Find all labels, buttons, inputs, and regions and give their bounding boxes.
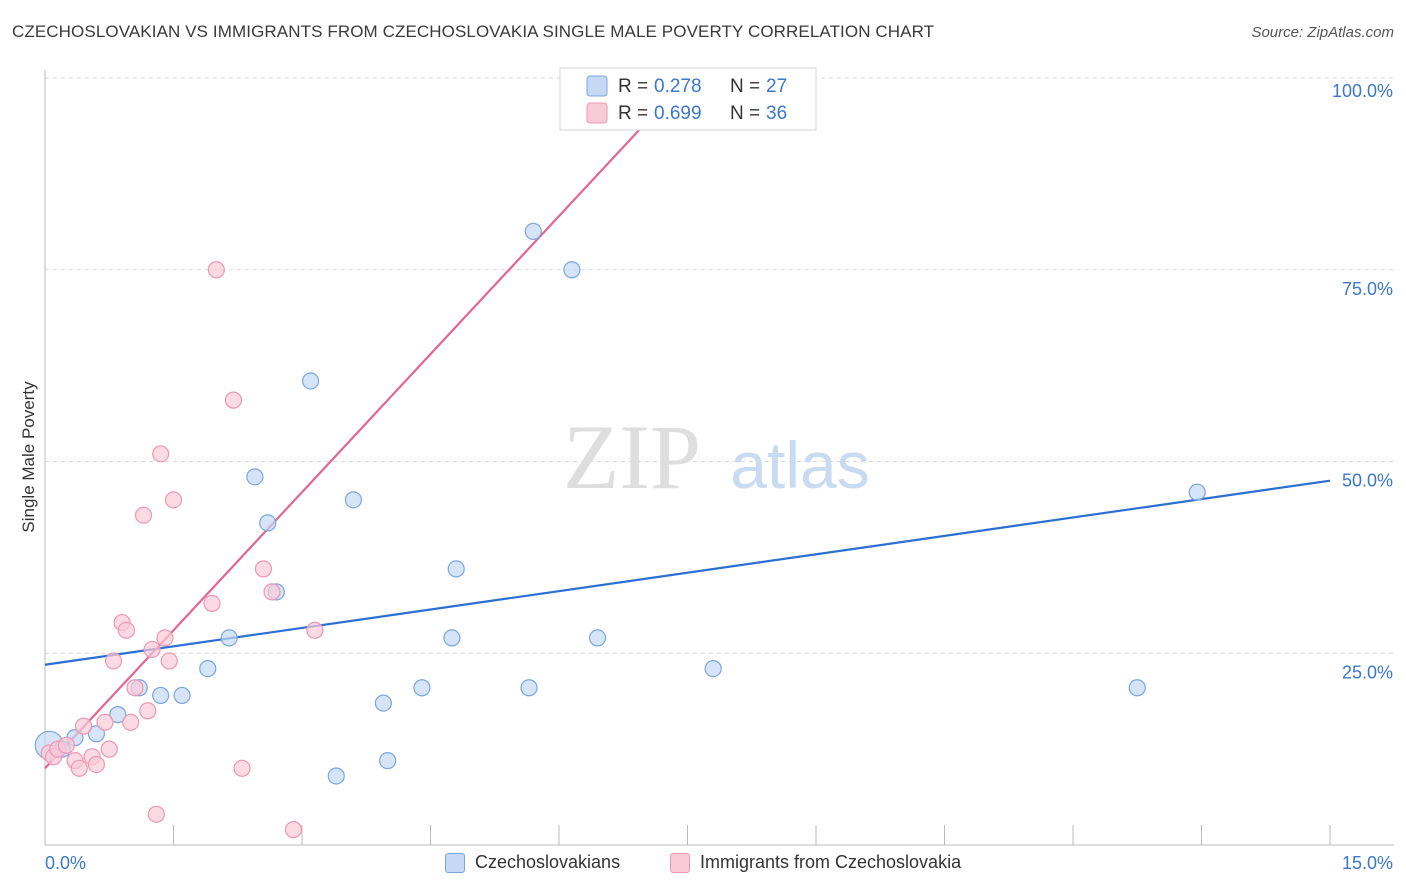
point-blue[interactable] [443, 629, 461, 647]
ticks: 25.0% 50.0% 75.0% 100.0% 0.0% 15.0% [45, 81, 1393, 873]
point-pink[interactable] [203, 594, 221, 612]
point-pink[interactable] [306, 621, 324, 639]
point-blue[interactable] [413, 679, 431, 697]
watermark-atlas: atlas [730, 428, 869, 502]
stats-r-label-2: R = [618, 103, 648, 124]
point-blue[interactable] [563, 261, 581, 279]
stats-n-value-2: 36 [766, 103, 787, 124]
point-pink[interactable] [263, 583, 281, 601]
axes [44, 70, 1394, 846]
legend-item-immigrants[interactable]: Immigrants from Czechoslovakia [670, 852, 961, 873]
data-points [34, 222, 1206, 839]
x-tick-label-max: 15.0% [1342, 853, 1393, 873]
point-blue[interactable] [447, 560, 465, 578]
point-blue[interactable] [704, 659, 722, 678]
point-pink[interactable] [74, 717, 93, 735]
point-pink[interactable] [152, 445, 170, 463]
point-pink[interactable] [104, 652, 123, 670]
stats-r-value-2: 0.699 [654, 103, 702, 124]
point-blue[interactable] [109, 706, 127, 724]
point-blue[interactable] [379, 752, 397, 770]
point-blue[interactable] [327, 767, 345, 785]
point-pink[interactable] [254, 560, 273, 578]
stats-r-value-1: 0.278 [654, 76, 702, 97]
y-tick-label: 25.0% [1342, 662, 1393, 682]
watermark-zip: ZIP [563, 406, 701, 508]
point-blue[interactable] [301, 372, 320, 390]
point-pink[interactable] [139, 702, 157, 720]
legend-swatch-blue [445, 852, 465, 873]
point-blue[interactable] [173, 686, 191, 705]
point-pink[interactable] [143, 640, 161, 659]
point-pink[interactable] [156, 629, 174, 647]
point-pink[interactable] [122, 713, 140, 731]
point-pink[interactable] [284, 821, 303, 839]
point-pink[interactable] [164, 491, 183, 509]
point-blue[interactable] [1188, 483, 1206, 501]
x-tick-label-min: 0.0% [45, 853, 86, 873]
stats-swatch-pink [586, 102, 608, 124]
stats-n-label-2: N = [730, 103, 760, 124]
point-blue[interactable] [220, 629, 238, 647]
point-pink[interactable] [96, 713, 114, 731]
y-axis-label: Single Male Poverty [19, 381, 38, 533]
legend-label: Immigrants from Czechoslovakia [700, 852, 962, 872]
stats-swatch-blue [586, 75, 608, 97]
legend-item-czechoslovakians[interactable]: Czechoslovakians [445, 852, 620, 873]
point-blue[interactable] [87, 725, 106, 743]
legend-label: Czechoslovakians [475, 852, 621, 872]
source-label: Source: ZipAtlas.com [1251, 24, 1394, 41]
point-blue[interactable] [524, 222, 542, 240]
point-pink[interactable] [70, 759, 88, 777]
grid [45, 77, 1394, 654]
point-blue[interactable] [374, 694, 392, 712]
point-blue[interactable] [152, 686, 170, 705]
y-tick-label: 50.0% [1342, 471, 1393, 491]
point-pink[interactable] [233, 759, 251, 777]
point-blue[interactable] [344, 491, 362, 509]
point-pink[interactable] [134, 506, 153, 524]
chart-title: CZECHOSLOVAKIAN VS IMMIGRANTS FROM CZECH… [12, 22, 935, 41]
point-pink[interactable] [207, 261, 225, 279]
point-blue[interactable] [246, 468, 264, 486]
point-pink[interactable] [224, 391, 243, 409]
trend-line-blue [44, 479, 1331, 666]
watermark: ZIP atlas [563, 406, 870, 508]
point-pink[interactable] [126, 679, 144, 697]
point-pink[interactable] [147, 805, 165, 823]
point-pink[interactable] [100, 740, 118, 758]
point-pink[interactable] [87, 755, 106, 774]
stats-box: R = 0.278 N = 27 R = 0.699 N = 36 [559, 67, 817, 131]
y-tick-label: 75.0% [1342, 279, 1393, 299]
stats-n-value-1: 27 [766, 76, 787, 97]
point-blue[interactable] [259, 514, 277, 532]
stats-n-label-1: N = [730, 76, 760, 97]
point-pink[interactable] [117, 621, 135, 639]
stats-r-label-1: R = [618, 76, 648, 97]
legend-swatch-pink [670, 852, 690, 873]
point-blue[interactable] [1128, 679, 1146, 697]
point-blue[interactable] [199, 659, 217, 678]
point-blue[interactable] [520, 679, 538, 697]
point-pink[interactable] [57, 736, 76, 754]
point-blue[interactable] [588, 629, 607, 647]
point-pink[interactable] [160, 652, 178, 670]
y-tick-label: 100.0% [1332, 81, 1393, 101]
